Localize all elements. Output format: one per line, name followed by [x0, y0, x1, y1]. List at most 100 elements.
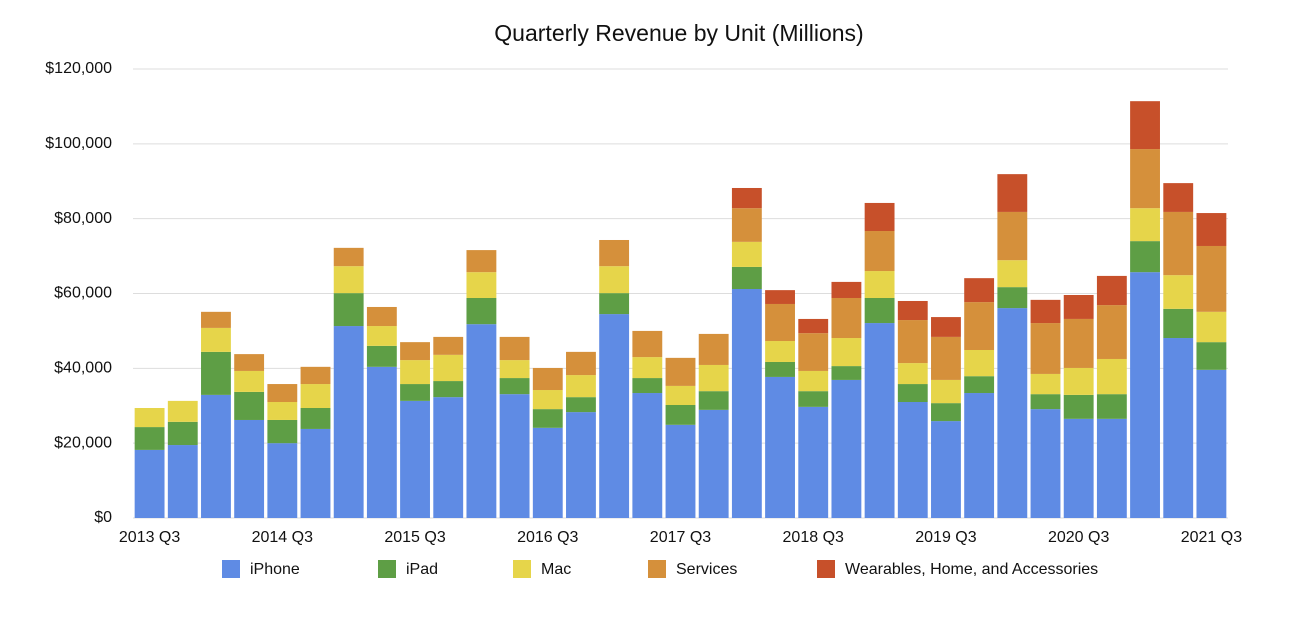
bar-segment	[167, 445, 198, 518]
bar-segment	[400, 384, 430, 401]
bar-segment	[267, 384, 298, 403]
bar-segment	[566, 351, 596, 376]
bar-segment	[333, 247, 364, 267]
bar-segment	[798, 391, 829, 407]
bar-segment	[864, 202, 895, 232]
bar-segment	[931, 379, 961, 404]
chart-title: Quarterly Revenue by Unit (Millions)	[494, 20, 863, 46]
bar-segment	[632, 378, 663, 394]
bar-segment	[532, 390, 563, 410]
bar-segment	[400, 400, 430, 518]
bar-segment	[698, 333, 729, 365]
bar-segment	[499, 360, 530, 379]
bar-segment	[831, 366, 862, 380]
bar-segment	[1163, 308, 1194, 339]
bar-segment	[1163, 338, 1194, 518]
bar-segment	[566, 375, 596, 398]
bar-segment	[831, 379, 862, 518]
bar-segment	[864, 297, 895, 324]
x-tick-label: 2016 Q3	[517, 529, 578, 546]
bar-segment	[731, 241, 762, 267]
bar-segment	[997, 211, 1028, 261]
bar-segment	[134, 407, 165, 428]
bar-segment	[864, 323, 895, 518]
bar-segment	[1130, 208, 1160, 242]
bar-segment	[267, 419, 298, 444]
legend-swatch	[513, 560, 531, 578]
bar-segment	[1196, 311, 1227, 343]
bar-segment	[731, 187, 762, 209]
bar-segment	[897, 300, 928, 321]
bar-segment	[1163, 211, 1194, 276]
bar-segment	[267, 402, 298, 420]
y-tick-label: $0	[94, 509, 112, 526]
bar-segment	[566, 397, 596, 413]
y-tick-label: $80,000	[54, 210, 112, 227]
bar-segment	[234, 370, 265, 392]
bar-segment	[433, 397, 464, 518]
bar-segment	[897, 320, 928, 364]
bar-segment	[798, 333, 829, 371]
bar-segment	[864, 271, 895, 298]
bar-segment	[897, 384, 928, 403]
bar-segment	[897, 402, 928, 518]
bar-segment	[798, 318, 829, 334]
bar-segment	[1063, 418, 1094, 518]
bar-segment	[566, 412, 596, 518]
bar-segment	[1130, 272, 1160, 518]
y-tick-label: $120,000	[45, 60, 112, 77]
bar-segment	[964, 349, 995, 377]
bar-segment	[1096, 394, 1127, 419]
x-tick-label: 2021 Q3	[1181, 529, 1242, 546]
bar-segment	[466, 324, 497, 518]
bar-segment	[665, 405, 696, 425]
y-tick-label: $60,000	[54, 285, 112, 302]
bar-segment	[201, 351, 231, 395]
bar-segment	[997, 308, 1028, 518]
y-tick-label: $40,000	[54, 360, 112, 377]
bar-segment	[1030, 323, 1061, 374]
bar-segment	[599, 293, 630, 315]
bar-segment	[300, 384, 331, 408]
bar-segment	[765, 341, 795, 362]
bar-segment	[466, 297, 497, 325]
bar-segment	[201, 394, 231, 518]
bar-segment	[665, 385, 696, 406]
bar-segment	[466, 272, 497, 298]
bar-segment	[366, 345, 397, 367]
bar-segment	[1030, 299, 1061, 324]
bar-segment	[765, 361, 795, 377]
bar-segment	[366, 326, 397, 346]
bar-segment	[765, 303, 795, 342]
x-tick-label: 2015 Q3	[384, 529, 445, 546]
bar-segment	[997, 287, 1028, 309]
bar-segment	[831, 281, 862, 298]
bar-segment	[333, 266, 364, 294]
bar-segment	[466, 250, 497, 273]
legend-label: Mac	[541, 561, 571, 578]
bar-segment	[234, 419, 265, 518]
y-tick-label: $20,000	[54, 434, 112, 451]
bar-segment	[1130, 149, 1160, 209]
bar-segment	[897, 363, 928, 385]
legend-label: Services	[676, 561, 737, 578]
legend-label: iPhone	[250, 561, 300, 578]
bar-segment	[1163, 275, 1194, 309]
bar-segment	[433, 381, 464, 398]
bar-segment	[731, 289, 762, 518]
bar-segment	[1130, 101, 1160, 150]
bar-segment	[798, 370, 829, 392]
bar-segment	[665, 357, 696, 386]
bar-segment	[599, 314, 630, 518]
bar-segment	[499, 378, 530, 395]
bar-segment	[632, 357, 663, 379]
y-tick-label: $100,000	[45, 135, 112, 152]
bar-segment	[599, 266, 630, 294]
x-tick-label: 2019 Q3	[915, 529, 976, 546]
bar-segment	[499, 336, 530, 361]
bar-segment	[300, 407, 331, 429]
bar-segment	[964, 393, 995, 518]
bar-segment	[532, 367, 563, 391]
bar-segment	[698, 364, 729, 392]
bar-segment	[1196, 342, 1227, 370]
